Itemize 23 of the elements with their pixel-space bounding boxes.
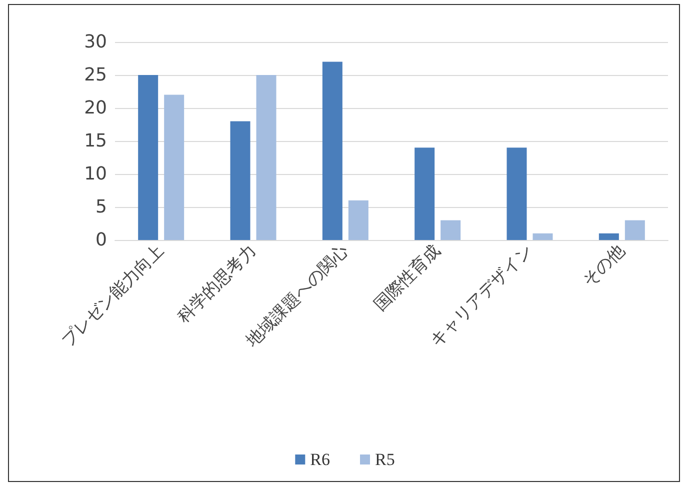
y-tick-label: 5 [96, 196, 107, 218]
bar [440, 220, 461, 240]
y-tick-label: 15 [84, 130, 107, 152]
bar [348, 200, 368, 240]
bar [230, 121, 250, 240]
legend-label: R5 [375, 450, 395, 469]
x-tick-label: 国際性育成 [370, 240, 445, 316]
bar [532, 233, 553, 240]
bar [164, 94, 184, 240]
bar [598, 233, 619, 240]
y-tick-label: 0 [96, 230, 107, 250]
bar [414, 148, 435, 240]
bar [322, 62, 342, 240]
y-tick-label: 25 [84, 64, 107, 86]
bar [624, 220, 645, 240]
x-tick-label: その他 [578, 240, 629, 292]
bar [138, 75, 158, 240]
bar [506, 148, 527, 240]
bar [256, 75, 276, 240]
y-tick-label: 10 [84, 164, 107, 184]
y-tick-label: 20 [84, 98, 107, 118]
legend-label: R6 [310, 450, 330, 469]
y-tick-label: 30 [84, 32, 107, 52]
